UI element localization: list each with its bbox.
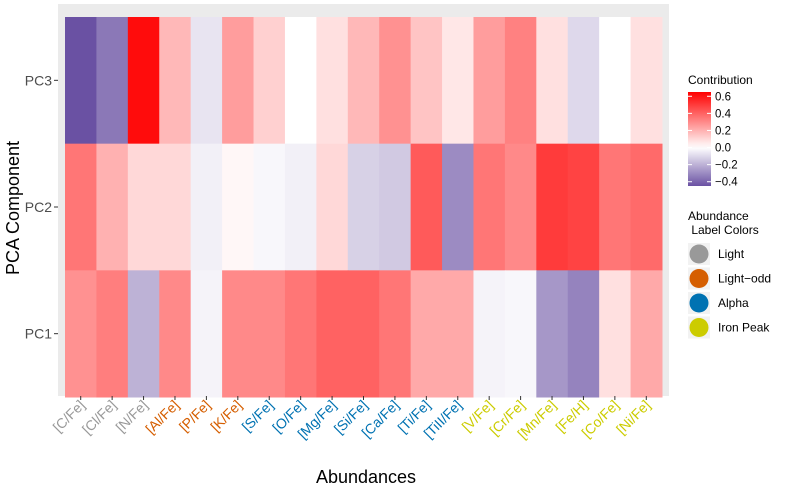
- heatmap-cell: [284, 270, 317, 398]
- heatmap-cell: [65, 270, 97, 398]
- heatmap-cell: [222, 143, 255, 271]
- heatmap-cell: [96, 270, 129, 398]
- heatmap-cell: [536, 17, 569, 145]
- heatmap-cell: [159, 17, 192, 145]
- heatmap-cell: [630, 270, 663, 398]
- x-tick-label: [S/Fe]: [239, 397, 277, 435]
- heatmap-cell: [504, 143, 537, 271]
- heatmap-cell: [536, 143, 569, 271]
- heatmap-cell: [379, 143, 412, 271]
- legend-key-dot: [689, 293, 709, 313]
- label-legend-title-line1: Abundance: [688, 209, 749, 223]
- heatmap-cell: [65, 143, 97, 271]
- color-scale-tick-label: 0.6: [715, 91, 731, 103]
- legend-key-dot: [689, 318, 709, 337]
- heatmap-cell: [284, 17, 317, 145]
- heatmap-cell: [410, 17, 443, 145]
- heatmap-cell: [127, 270, 160, 398]
- heatmap-cell: [473, 17, 506, 145]
- heatmap-cell: [504, 270, 537, 398]
- heatmap-cell: [599, 270, 632, 398]
- heatmap-cell: [253, 143, 286, 271]
- heatmap-cell: [599, 143, 632, 271]
- heatmap-cell: [379, 17, 412, 145]
- heatmap-cell: [473, 270, 506, 398]
- heatmap-cell: [347, 270, 380, 398]
- color-scale-tick-label: 0.0: [715, 143, 731, 155]
- heatmap-cell: [316, 143, 349, 271]
- heatmap-cell: [222, 270, 255, 398]
- heatmap-cell: [442, 143, 474, 271]
- color-scale-legend: Contribution 0.6 0.4 0.2 0.0 −0.2 −0.4: [688, 73, 753, 189]
- heatmap-cell: [96, 17, 129, 145]
- heatmap-cell: [316, 17, 349, 145]
- color-scale-tick-label: 0.4: [715, 108, 732, 120]
- label-color-legend: Abundance Label Colors Light Light−odd Alp…: [688, 209, 771, 339]
- x-axis-title: Abundances: [316, 467, 416, 487]
- color-scale-title: Contribution: [688, 73, 753, 87]
- heatmap-cell: [347, 17, 380, 145]
- heatmap-cell: [442, 270, 474, 398]
- heatmap-cell: [190, 143, 223, 271]
- legend-item-label: Light: [718, 247, 745, 261]
- legend-item-label: Iron Peak: [718, 321, 770, 335]
- x-tick-label: [Cl/Fe]: [79, 397, 119, 437]
- heatmap-cell: [316, 270, 349, 398]
- heatmap-cell: [630, 17, 663, 145]
- legend-key-dot: [689, 269, 709, 288]
- heatmap-cell: [96, 143, 129, 271]
- x-tick-label: [P/Fe]: [176, 397, 214, 435]
- heatmap-cell: [284, 143, 317, 271]
- heatmap-cells: [65, 17, 663, 398]
- heatmap-cell: [504, 17, 537, 145]
- heatmap-cell: [127, 143, 160, 271]
- label-legend-title-line2: Label Colors: [688, 223, 759, 237]
- heatmap-cell: [410, 143, 443, 271]
- heatmap-cell: [159, 270, 192, 398]
- legend-item-label: Light−odd: [718, 272, 771, 286]
- x-tick-label: [K/Fe]: [207, 397, 245, 435]
- heatmap-cell: [190, 17, 223, 145]
- heatmap-cell: [347, 143, 380, 271]
- heatmap-cell: [253, 270, 286, 398]
- heatmap-cell: [65, 17, 97, 145]
- heatmap-cell: [222, 17, 255, 145]
- heatmap-cell: [410, 270, 443, 398]
- heatmap-cell: [442, 17, 474, 145]
- color-scale-bar: [688, 92, 711, 186]
- y-axis-title: PCA Component: [3, 141, 23, 275]
- heatmap-cell: [567, 143, 600, 271]
- heatmap-cell: [190, 270, 223, 398]
- heatmap-cell: [536, 270, 569, 398]
- heatmap-cell: [567, 17, 600, 145]
- x-tick-label: [Ni/Fe]: [613, 397, 653, 437]
- legend-key-dot: [689, 244, 709, 264]
- legend-item-label: Alpha: [718, 296, 749, 310]
- color-scale-tick-label: −0.2: [715, 160, 738, 172]
- heatmap-cell: [253, 17, 286, 145]
- y-tick-label: PC2: [25, 199, 52, 215]
- heatmap-cell: [159, 143, 192, 271]
- heatmap-cell: [567, 270, 600, 398]
- x-tick-label: [Al/Fe]: [142, 397, 182, 437]
- heatmap-cell: [599, 17, 632, 145]
- y-tick-label: PC1: [25, 326, 52, 342]
- color-scale-tick-label: −0.4: [715, 177, 738, 189]
- y-tick-label: PC3: [25, 72, 52, 88]
- color-scale-tick-label: 0.2: [715, 125, 731, 137]
- y-axis: PC3 PC2 PC1: [25, 72, 58, 342]
- x-axis: [C/Fe][Cl/Fe][N/Fe][Al/Fe][P/Fe][K/Fe][S…: [50, 396, 653, 442]
- heatmap-cell: [630, 143, 663, 271]
- heatmap-cell: [127, 17, 160, 145]
- heatmap-cell: [473, 143, 506, 271]
- heatmap-cell: [379, 270, 412, 398]
